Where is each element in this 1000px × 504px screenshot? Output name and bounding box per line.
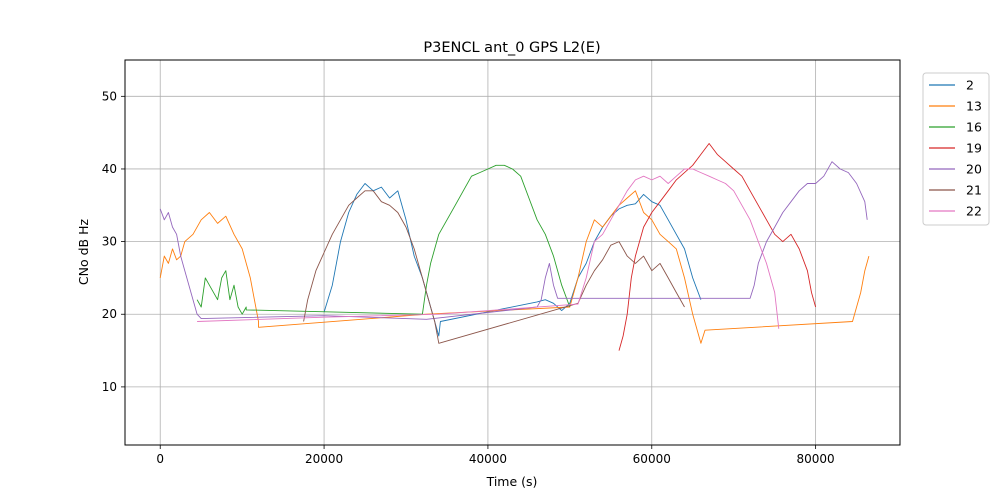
legend-label-16: 16 xyxy=(966,120,982,135)
series-line-16 xyxy=(196,164,571,315)
legend-label-13: 13 xyxy=(966,99,982,114)
series-line-19 xyxy=(618,143,817,351)
series-lines xyxy=(159,143,870,351)
series-line-20 xyxy=(159,161,868,320)
y-tick-label: 30 xyxy=(102,235,117,249)
y-tick-label: 40 xyxy=(102,162,117,176)
x-tick-label: 20000 xyxy=(305,452,343,466)
y-axis-label: CNo dB Hz xyxy=(76,218,91,285)
series-line-22 xyxy=(197,168,780,329)
plot-area xyxy=(125,60,900,445)
x-tick-label: 40000 xyxy=(469,452,507,466)
x-tick-label: 80000 xyxy=(797,452,835,466)
grid xyxy=(125,60,900,445)
plot-frame xyxy=(124,59,901,446)
legend-label-21: 21 xyxy=(966,183,982,198)
legend-label-2: 2 xyxy=(966,78,974,93)
x-tick-label: 60000 xyxy=(633,452,671,466)
chart-title: P3ENCL ant_0 GPS L2(E) xyxy=(423,40,600,56)
series-line-13 xyxy=(159,190,870,344)
legend-label-22: 22 xyxy=(966,204,982,219)
series-line-21 xyxy=(303,190,685,344)
x-tick-label: 0 xyxy=(156,452,164,466)
legend-label-19: 19 xyxy=(966,141,982,156)
axis-ticks: 0 20000 40000 60000 80000 10 20 30 40 50 xyxy=(102,89,835,466)
legend-box xyxy=(922,72,990,226)
x-axis-label: Time (s) xyxy=(486,474,538,489)
legend-label-20: 20 xyxy=(966,162,982,177)
y-tick-label: 50 xyxy=(102,89,117,103)
y-tick-label: 10 xyxy=(102,380,117,394)
legend: 2 13 16 19 20 21 22 xyxy=(922,72,990,226)
y-tick-label: 20 xyxy=(102,307,117,321)
